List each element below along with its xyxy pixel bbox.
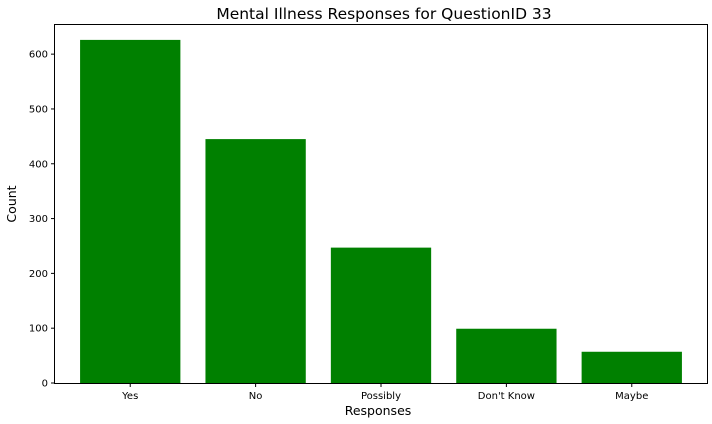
y-tick-label: 0 [42, 379, 48, 390]
x-tick-label: No [249, 391, 263, 402]
plot-frame [54, 24, 708, 384]
y-tick-label: 600 [29, 50, 48, 61]
x-axis-label: Responses [345, 403, 412, 418]
bar [581, 351, 682, 383]
x-tick-label: Possibly [361, 391, 401, 402]
y-tick-label: 300 [29, 214, 48, 225]
plot-area: Yes No Possibly Don't Know Maybe 0 100 200 300 40… [29, 39, 682, 402]
y-tick-label: 400 [29, 159, 48, 170]
chart-title: Mental Illness Responses for QuestionID … [216, 5, 551, 23]
y-tick-label: 500 [29, 104, 48, 115]
bar [205, 139, 306, 383]
y-axis-label: Count [4, 185, 19, 222]
x-tick-label: Maybe [615, 391, 648, 402]
bar [330, 247, 432, 383]
y-tick-label: 100 [29, 324, 48, 335]
x-tick-label: Yes [121, 391, 138, 402]
bar [80, 39, 181, 384]
bar [456, 328, 557, 383]
y-tick-label: 200 [29, 269, 48, 280]
x-tick-label: Don't Know [478, 391, 535, 402]
